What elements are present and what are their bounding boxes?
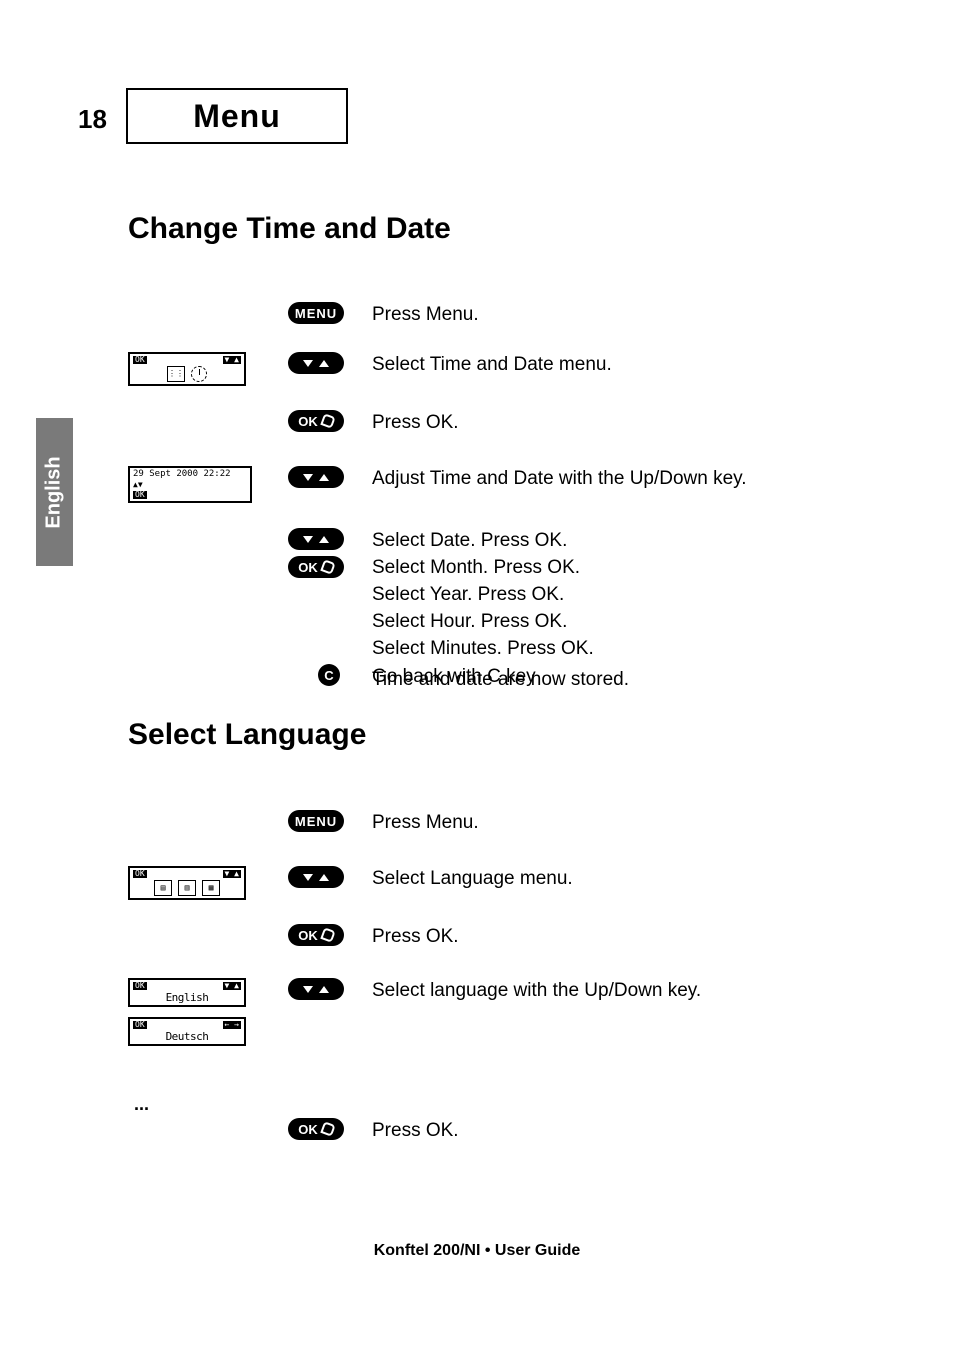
- lcd-clock-icon: [191, 366, 207, 382]
- section-heading-select-language: Select Language: [128, 718, 366, 752]
- lcd-date-line: 29 Sept 2000 22:22: [133, 470, 247, 479]
- ok-label: OK: [298, 928, 318, 943]
- lcd-language-value: Deutsch: [133, 1029, 241, 1042]
- language-side-tab: English: [36, 418, 73, 566]
- menu-title-box: Menu: [126, 88, 348, 144]
- phone-icon: [320, 413, 335, 428]
- step-text: Press Menu.: [372, 302, 894, 329]
- lcd-keypad-icon: ⋮⋮: [167, 366, 185, 382]
- ok-label: OK: [298, 560, 318, 575]
- step-text: Go back with C key: [372, 664, 894, 691]
- menu-button-icon: MENU: [288, 810, 344, 832]
- ok-label: OK: [298, 1122, 318, 1137]
- step-text: Press OK.: [372, 410, 894, 437]
- updown-button-icon: [288, 528, 344, 550]
- lcd-flag-icon: ▦: [202, 880, 220, 896]
- step-text: Select Date. Press OK.: [372, 528, 894, 555]
- footer-text: Konftel 200/NI • User Guide: [0, 1242, 954, 1260]
- phone-icon: [320, 927, 335, 942]
- updown-button-icon: [288, 352, 344, 374]
- step-text: Select Minutes. Press OK.: [372, 636, 894, 663]
- language-side-label: English: [43, 456, 66, 528]
- lcd-ok-tag: OK: [133, 870, 147, 878]
- step-text: Press OK.: [372, 924, 894, 951]
- ellipsis: ...: [134, 1094, 149, 1115]
- phone-icon: [320, 559, 335, 574]
- section-heading-change-time: Change Time and Date: [128, 212, 451, 246]
- lcd-arrows-tag: ▼ ▲: [223, 356, 241, 364]
- lcd-ok-tag: OK: [133, 356, 147, 364]
- menu-button-icon: MENU: [288, 302, 344, 324]
- page-number: 18: [78, 104, 107, 135]
- phone-icon: [320, 1121, 335, 1136]
- ok-button-icon: OK: [288, 556, 344, 578]
- step-text: Adjust Time and Date with the Up/Down ke…: [372, 466, 894, 493]
- step-text: Press OK.: [372, 1118, 894, 1145]
- lcd-language-menu: OK ▼ ▲ ▤ ▥ ▦: [128, 866, 246, 900]
- step-text: Select Time and Date menu.: [372, 352, 894, 379]
- step-text: Select Year. Press OK.: [372, 582, 894, 609]
- step-text: Press Menu.: [372, 810, 894, 837]
- step-text: Select Language menu.: [372, 866, 894, 893]
- updown-button-icon: [288, 466, 344, 488]
- step-text: Select language with the Up/Down key.: [372, 978, 894, 1005]
- ok-button-icon: OK: [288, 410, 344, 432]
- lcd-time-date-value: 29 Sept 2000 22:22 ▲▼ OK: [128, 466, 252, 503]
- updown-button-icon: [288, 978, 344, 1000]
- step-text: Select Month. Press OK.: [372, 555, 894, 582]
- ok-label: OK: [298, 414, 318, 429]
- lcd-language-value: English: [133, 990, 241, 1003]
- ok-button-icon: OK: [288, 1118, 344, 1140]
- lcd-language-deutsch: OK ← → Deutsch: [128, 1017, 246, 1046]
- ok-button-icon: OK: [288, 924, 344, 946]
- lcd-flag-icon: ▥: [178, 880, 196, 896]
- lcd-ok-tag: OK: [133, 982, 147, 990]
- menu-title: Menu: [193, 98, 281, 135]
- lcd-arrows-tag: ▼ ▲: [223, 870, 241, 878]
- lcd-arrows-tag: ▼ ▲: [223, 982, 241, 990]
- updown-button-icon: [288, 866, 344, 888]
- lcd-arrows-tag: ← →: [223, 1021, 241, 1029]
- lcd-ok-tag: OK: [133, 1021, 147, 1029]
- lcd-updown-hint: ▲▼: [133, 481, 143, 489]
- lcd-flag-icon: ▤: [154, 880, 172, 896]
- step-text: Select Hour. Press OK.: [372, 609, 894, 636]
- lcd-ok-tag: OK: [133, 491, 147, 499]
- lcd-time-date-menu: OK ▼ ▲ ⋮⋮: [128, 352, 246, 386]
- c-button-icon: C: [318, 664, 340, 686]
- lcd-language-english: OK ▼ ▲ English: [128, 978, 246, 1007]
